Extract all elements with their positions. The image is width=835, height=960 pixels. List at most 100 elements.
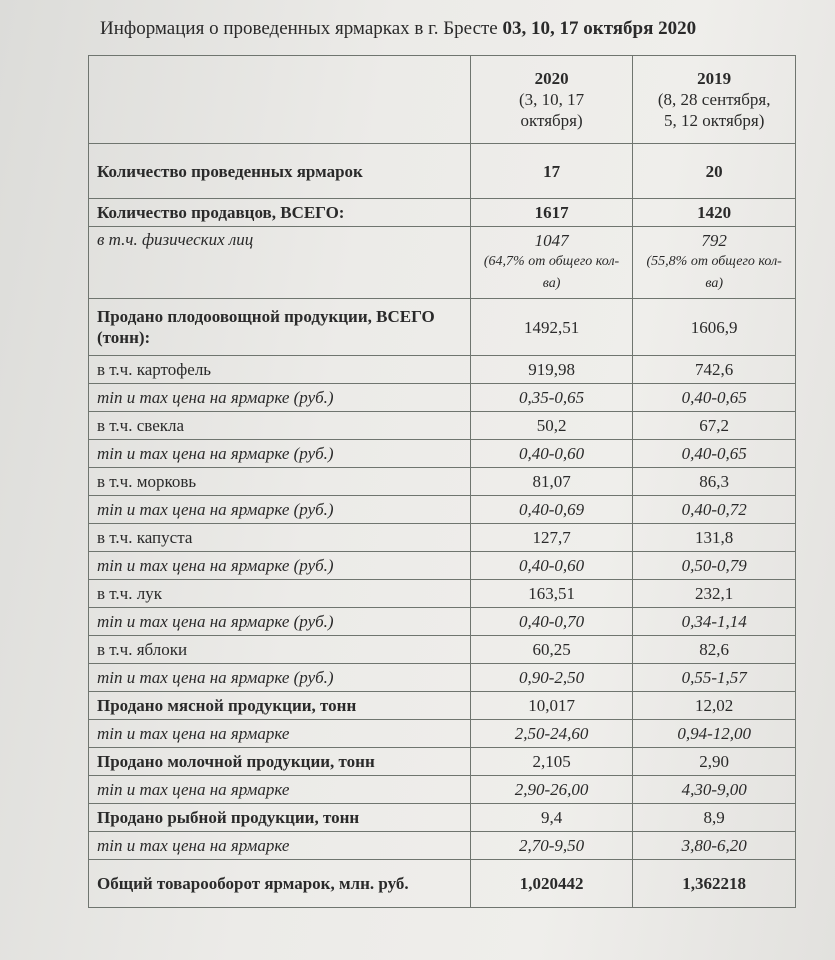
- row-label: в т.ч. морковь: [88, 467, 471, 496]
- row-label: Количество продавцов, ВСЕГО:: [88, 198, 471, 227]
- value-2019: 12,02: [632, 691, 796, 720]
- dates-2019-line2: 5, 12 октября): [663, 111, 765, 130]
- value-2020-text: 0,40-0,69: [518, 500, 585, 519]
- title-dates: 03, 10, 17 октября 2020: [502, 18, 697, 39]
- value-2019: 86,3: [632, 467, 796, 496]
- value-2019: 0,55-1,57: [632, 663, 796, 692]
- value-2019-text: 0,50-0,79: [681, 556, 747, 575]
- value-2019-text: 0,40-0,65: [681, 444, 747, 463]
- value-2019-text: 131,8: [695, 528, 734, 547]
- value-2019-text: 12,02: [695, 696, 734, 715]
- value-2020-text: 1,020442: [519, 874, 584, 893]
- row-label-text: min и max цена на ярмарке: [97, 724, 290, 743]
- row-label: min и max цена на ярмарке (руб.): [88, 495, 471, 524]
- value-2020-text: 81,07: [532, 472, 571, 491]
- row-label-text: min и max цена на ярмарке (руб.): [97, 612, 334, 631]
- value-2020: 2,50-24,60: [469, 719, 634, 748]
- value-2019-text: 742,6: [695, 360, 734, 379]
- value-2019: 0,94-12,00: [632, 719, 796, 748]
- row-label: в т.ч. свекла: [88, 411, 471, 440]
- row-label: min и max цена на ярмарке: [88, 831, 471, 860]
- table-row: min и max цена на ярмарке 2,70-9,50 3,80-6…: [88, 831, 796, 860]
- table-row: Продано плодоовощной продукции, ВСЕГО (т…: [88, 298, 796, 356]
- value-2020: 2,105: [469, 747, 634, 776]
- value-2020-text: 2,90-26,00: [514, 780, 589, 799]
- value-2020-text: 60,25: [532, 640, 571, 659]
- row-label-text: Продано мясной продукции, тонн: [97, 696, 357, 715]
- value-2020-text: 0,40-0,60: [518, 444, 585, 463]
- row-label: Продано молочной продукции, тонн: [88, 747, 471, 776]
- value-2020-text: 50,2: [536, 416, 567, 435]
- row-label-text: Общий товарооборот ярмарок, млн. руб.: [97, 874, 409, 893]
- table-row: в т.ч. лук 163,51 232,1: [88, 579, 796, 608]
- value-2019-text: 1,362218: [682, 874, 747, 893]
- value-2020: 127,7: [469, 523, 634, 552]
- value-2019: 1420: [632, 198, 796, 227]
- table-row: Количество продавцов, ВСЕГО: 1617 1420: [88, 198, 796, 227]
- value-2019-text: 0,34-1,14: [681, 612, 747, 631]
- table-row: min и max цена на ярмарке 2,50-24,60 0,94-…: [88, 719, 796, 748]
- row-label: min и max цена на ярмарке (руб.): [88, 607, 471, 636]
- table-row: в т.ч. капуста 127,7 131,8: [88, 523, 796, 552]
- row-label-text: в т.ч. свекла: [97, 416, 185, 435]
- table-row: в т.ч. морковь 81,07 86,3: [88, 467, 796, 496]
- table-row: в т.ч. физических лиц 1047 (64,7% от общег…: [88, 226, 796, 299]
- value-2020: 9,4: [469, 803, 634, 832]
- dates-2020-line1: (3, 10, 17: [518, 90, 585, 109]
- value-2020: 2,90-26,00: [469, 775, 634, 804]
- title-text: Информация о проведенных ярмарках в г. Б…: [100, 18, 498, 39]
- table-row: min и max цена на ярмарке (руб.) 0,40-0,6…: [88, 551, 796, 580]
- row-label-text: Продано молочной продукции, тонн: [97, 752, 375, 771]
- row-label: min и max цена на ярмарке (руб.): [88, 551, 471, 580]
- row-label-text: в т.ч. лук: [97, 584, 162, 603]
- row-label: Продано рыбной продукции, тонн: [88, 803, 471, 832]
- value-2019: 0,40-0,65: [632, 439, 796, 468]
- row-label-text: в т.ч. физических лиц: [97, 230, 254, 249]
- table-row: min и max цена на ярмарке (руб.) 0,40-0,7…: [88, 607, 796, 636]
- table-row: в т.ч. картофель 919,98 742,6: [88, 355, 796, 384]
- value-2020-text: 919,98: [528, 360, 575, 379]
- value-2019-text: 86,3: [699, 472, 730, 491]
- row-label: в т.ч. физических лиц: [88, 226, 471, 299]
- row-label-text: min и max цена на ярмарке (руб.): [97, 500, 334, 519]
- value-2019: 67,2: [632, 411, 796, 440]
- table-row: min и max цена на ярмарке (руб.) 0,90-2,5…: [88, 663, 796, 692]
- value-2019: 131,8: [632, 523, 796, 552]
- row-label: в т.ч. картофель: [88, 355, 471, 384]
- row-label: Продано плодоовощной продукции, ВСЕГО (т…: [88, 298, 471, 356]
- value-2019-text: 232,1: [695, 584, 734, 603]
- value-2020: 1,020442: [469, 859, 634, 908]
- share-note: (55,8% от общего кол-ва): [646, 254, 782, 291]
- value-2020: 0,90-2,50: [469, 663, 634, 692]
- value-2019: 232,1: [632, 579, 796, 608]
- table-row: Количество проведенных ярмарок 17 20: [88, 143, 796, 199]
- row-label: в т.ч. яблоки: [88, 635, 471, 664]
- value-2019-text: 82,6: [699, 640, 730, 659]
- table-row: в т.ч. свекла 50,2 67,2: [88, 411, 796, 440]
- dates-2019-line1: (8, 28 сентября,: [657, 90, 771, 109]
- value-2020: 17: [469, 143, 634, 199]
- row-label-text: min и max цена на ярмарке (руб.): [97, 556, 334, 575]
- table-row: Продано молочной продукции, тонн 2,105 2,9…: [88, 747, 796, 776]
- value-2020: 919,98: [469, 355, 634, 384]
- year-2019: 2019: [697, 69, 732, 88]
- value-2019-text: 20: [705, 161, 723, 181]
- row-label-text: min и max цена на ярмарке: [97, 836, 290, 855]
- table-row: в т.ч. яблоки 60,25 82,6: [88, 635, 796, 664]
- row-label-text: min и max цена на ярмарке (руб.): [97, 444, 334, 463]
- row-label: min и max цена на ярмарке (руб.): [88, 383, 471, 412]
- value-2019: 1,362218: [632, 859, 796, 908]
- row-label-text: Количество проведенных ярмарок: [97, 161, 363, 181]
- value-2020: 0,35-0,65: [469, 383, 634, 412]
- value-2020: 163,51: [469, 579, 634, 608]
- value-2020-text: 127,7: [532, 528, 571, 547]
- row-label-text: min и max цена на ярмарке: [97, 780, 290, 799]
- value-2020: 10,017: [469, 691, 634, 720]
- value-2019: 0,50-0,79: [632, 551, 796, 580]
- header-2020: 2020 (3, 10, 17 октября): [469, 55, 634, 144]
- value-2019-text: 2,90: [699, 752, 730, 771]
- row-label: Продано мясной продукции, тонн: [88, 691, 471, 720]
- value-2019: 3,80-6,20: [632, 831, 796, 860]
- row-label: min и max цена на ярмарке: [88, 775, 471, 804]
- table-row: min и max цена на ярмарке (руб.) 0,40-0,6…: [88, 439, 796, 468]
